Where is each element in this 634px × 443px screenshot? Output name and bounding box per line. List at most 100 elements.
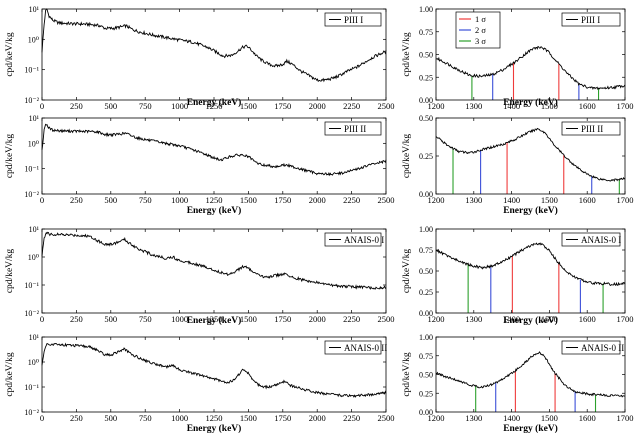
x-tick-label: 2250 xyxy=(343,101,360,111)
x-tick-label: 1500 xyxy=(541,314,558,324)
x-tick-label: 1500 xyxy=(240,413,257,423)
legend-label: PIII II xyxy=(344,124,366,134)
y-tick-label: 10⁻¹ xyxy=(24,66,39,75)
x-tick-label: 2000 xyxy=(309,413,326,423)
x-tick-label: 750 xyxy=(139,413,152,423)
x-tick-label: 750 xyxy=(139,195,152,205)
y-tick-label: 0.50 xyxy=(419,371,433,380)
sigma-legend: 1 σ2 σ3 σ xyxy=(455,11,501,49)
spectrum-line xyxy=(435,127,626,182)
y-tick-label: 1.00 xyxy=(419,225,433,234)
sigma-legend-label: 2 σ xyxy=(475,25,486,35)
y-tick-label: 0.75 xyxy=(419,246,433,255)
x-tick-label: 2250 xyxy=(343,195,360,205)
x-tick-label: 1400 xyxy=(503,314,520,324)
x-tick-label: 1750 xyxy=(274,195,291,205)
y-axis-title: cpd/keV/kg xyxy=(402,352,412,397)
x-tick-label: 2000 xyxy=(309,101,326,111)
spectrum-line xyxy=(41,231,387,290)
y-tick-label: 1.00 xyxy=(419,333,433,342)
x-tick-label: 250 xyxy=(70,195,83,205)
x-tick-label: 250 xyxy=(70,101,83,111)
x-axis-title: Energy (keV) xyxy=(503,315,558,326)
x-tick-label: 0 xyxy=(40,101,44,111)
x-tick-label: 1700 xyxy=(617,314,634,324)
y-tick-label: 0.00 xyxy=(419,96,433,105)
x-tick-label: 2250 xyxy=(343,314,360,324)
panel-piii-2-zoom: 1200 1300 1400 1500 1600 1700 0.00 0.25 0.50 Ener… xyxy=(402,114,634,216)
legend-box xyxy=(561,121,621,136)
x-axis-title: Energy (keV) xyxy=(503,205,558,216)
x-tick-label: 2500 xyxy=(378,314,395,324)
y-tick-label: 0.50 xyxy=(419,267,433,276)
legend: ANAIS-0 II xyxy=(324,340,387,355)
x-tick-label: 1300 xyxy=(465,195,482,205)
y-tick-label: 10⁻² xyxy=(24,309,39,318)
legend: PIII II xyxy=(561,121,621,136)
legend-label: ANAIS-0 II xyxy=(344,343,387,353)
y-tick-label: 1.00 xyxy=(419,5,433,14)
x-tick-label: 1200 xyxy=(428,413,445,423)
y-tick-label: 10⁰ xyxy=(28,358,39,367)
legend-label: ANAIS-0 II xyxy=(581,343,624,353)
x-tick-label: 1250 xyxy=(206,413,223,423)
x-tick-label: 2000 xyxy=(309,195,326,205)
x-tick-label: 1400 xyxy=(503,101,520,111)
legend-label: PIII II xyxy=(581,124,603,134)
y-tick-label: 10⁰ xyxy=(28,139,39,148)
x-tick-label: 1500 xyxy=(541,413,558,423)
legend: PIII II xyxy=(324,121,382,136)
y-tick-label: 0.75 xyxy=(419,352,433,361)
y-tick-label: 10⁰ xyxy=(28,35,39,44)
y-tick-label: 0.25 xyxy=(419,152,433,161)
panel-anais-2-full: 0 250 500 750 1000 1250 1500 1750 2000 2250 2500 10… xyxy=(5,333,395,434)
x-tick-label: 1750 xyxy=(274,413,291,423)
legend: ANAIS-0 I xyxy=(324,232,384,247)
y-tick-label: 10¹ xyxy=(29,333,40,342)
x-tick-label: 1250 xyxy=(206,195,223,205)
x-tick-label: 1500 xyxy=(240,314,257,324)
x-tick-label: 2500 xyxy=(378,195,395,205)
x-axis-title: Energy (keV) xyxy=(187,423,242,434)
legend-box xyxy=(324,121,382,136)
x-tick-label: 1500 xyxy=(240,101,257,111)
x-tick-label: 1000 xyxy=(171,101,188,111)
spectrum-line xyxy=(41,123,387,177)
x-tick-label: 1300 xyxy=(465,314,482,324)
x-axis-title: Energy (keV) xyxy=(187,205,242,216)
y-tick-label: 10⁻² xyxy=(24,96,39,105)
legend-label: PIII I xyxy=(344,15,363,25)
legend-label: ANAIS-0 I xyxy=(344,235,384,245)
x-tick-label: 2000 xyxy=(309,314,326,324)
panel-anais-1-full: 0 250 500 750 1000 1250 1500 1750 2000 2250 2500 10… xyxy=(5,225,395,326)
x-axis-title: Energy (keV) xyxy=(503,423,558,434)
y-axis-title: cpd/keV/kg xyxy=(5,134,15,179)
x-tick-label: 1750 xyxy=(274,314,291,324)
x-axis-title: Energy (keV) xyxy=(187,97,242,108)
x-tick-label: 1200 xyxy=(428,195,445,205)
y-tick-label: 0.00 xyxy=(419,190,433,199)
y-axis-title: cpd/keV/kg xyxy=(402,249,412,294)
x-tick-label: 2500 xyxy=(378,413,395,423)
legend-box xyxy=(561,340,621,355)
legend-box xyxy=(561,232,621,247)
panel-anais-2-zoom: 1200 1300 1400 1500 1600 1700 0.00 0.25 0.50 0.75… xyxy=(402,333,634,434)
x-tick-label: 1400 xyxy=(503,195,520,205)
x-tick-label: 1000 xyxy=(171,413,188,423)
x-tick-label: 0 xyxy=(40,413,44,423)
panel-piii-1-full: 0 250 500 750 1000 1250 1500 1750 2000 2250 2500 10… xyxy=(5,5,395,111)
y-axis-title: cpd/keV/kg xyxy=(5,32,15,77)
sigma-legend-label: 1 σ xyxy=(475,14,486,24)
y-tick-label: 0.25 xyxy=(419,73,433,82)
y-axis-title: cpd/keV/kg xyxy=(5,352,15,397)
x-tick-label: 500 xyxy=(104,101,117,111)
x-tick-label: 1750 xyxy=(274,101,291,111)
x-tick-label: 1250 xyxy=(206,314,223,324)
x-tick-label: 1000 xyxy=(171,314,188,324)
legend: ANAIS-0 II xyxy=(561,340,624,355)
legend: ANAIS-0 I xyxy=(561,232,621,247)
x-tick-label: 1300 xyxy=(465,101,482,111)
x-axis-title: Energy (keV) xyxy=(187,315,242,326)
legend: PIII I xyxy=(324,12,382,27)
legend: PIII I xyxy=(561,12,621,27)
